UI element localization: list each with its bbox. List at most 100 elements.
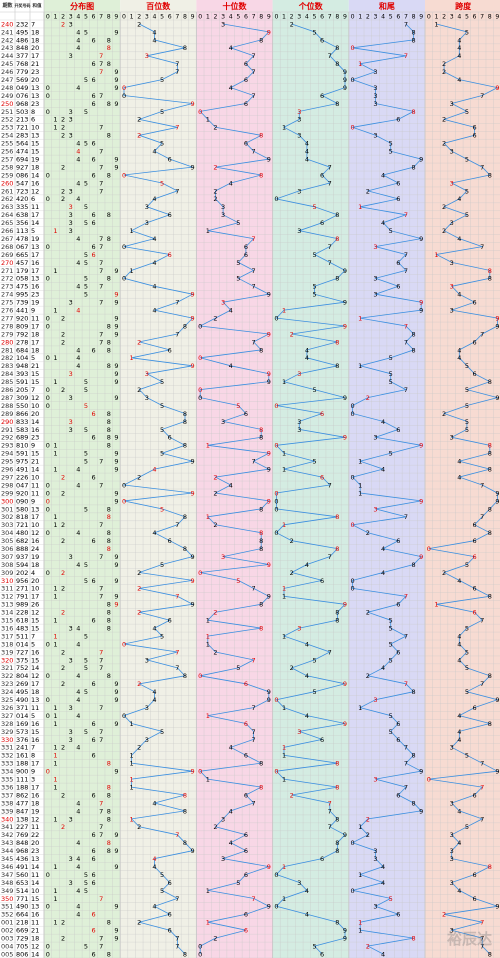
distribution-hit: 6 (91, 847, 95, 855)
trend-point-span: 5 (465, 752, 469, 760)
number-label: 309 (16, 394, 28, 402)
trend-point-sum_tail: 1 (358, 362, 362, 370)
trend-point-hundreds: 4 (152, 259, 156, 267)
header-digit-label: 3 (297, 14, 301, 21)
trend-point-tens: 0 (198, 322, 202, 330)
number-label: 594 (16, 561, 28, 569)
header-digit-label: 6 (168, 14, 172, 21)
trend-point-span: 4 (457, 577, 461, 585)
header-digit-label: 4 (76, 14, 80, 21)
trend-point-tens: 6 (244, 871, 248, 879)
trend-point-span: 1 (434, 251, 438, 259)
trend-point-tens: 6 (244, 791, 248, 799)
trend-point-span: 6 (472, 124, 476, 132)
distribution-hit: 0 (46, 92, 50, 100)
number-label: 920 (16, 314, 28, 322)
sum-label: 16 (31, 791, 39, 799)
header-digit-label: 6 (244, 14, 248, 21)
number-label: 478 (16, 235, 28, 243)
number-label: 104 (16, 354, 28, 362)
trend-point-tens: 6 (244, 927, 248, 935)
header-digit-label: 7 (328, 14, 332, 21)
trend-point-sum_tail: 9 (419, 299, 423, 307)
distribution-hit: 6 (91, 211, 95, 219)
distribution-hit: 8 (107, 609, 111, 617)
trend-point-hundreds: 3 (145, 656, 149, 664)
trend-point-span: 5 (465, 418, 469, 426)
trend-point-units: 4 (305, 887, 309, 895)
trend-point-hundreds: 8 (183, 44, 187, 52)
distribution-hit: 9 (114, 561, 118, 569)
distribution-hit: 9 (114, 768, 118, 776)
distribution-hit: 0 (46, 950, 50, 958)
trend-point-span: 4 (457, 839, 461, 847)
distribution-hit: 6 (91, 577, 95, 585)
period-label: 328 (1, 720, 13, 728)
sum-label: 15 (31, 624, 39, 632)
sum-label: 26 (31, 601, 39, 609)
period-label: 295 (1, 458, 13, 466)
distribution-hit: 4 (76, 672, 80, 680)
number-label: 226 (16, 473, 28, 481)
period-label: 265 (1, 219, 13, 227)
sum-label: 7 (31, 632, 35, 640)
trend-point-sum_tail: 7 (404, 783, 408, 791)
distribution-hit: 7 (99, 704, 103, 712)
header-digit-label: 5 (313, 14, 317, 21)
number-label: 975 (16, 458, 28, 466)
trend-point-hundreds: 2 (137, 473, 141, 481)
trend-point-span: 5 (465, 155, 469, 163)
trend-point-sum_tail: 5 (389, 712, 393, 720)
trend-point-hundreds: 0 (122, 640, 126, 648)
sum-label: 5 (31, 227, 35, 235)
distribution-hit: 0 (46, 84, 50, 92)
trend-point-span: 5 (465, 823, 469, 831)
distribution-hit: 4 (76, 195, 80, 203)
number-label: 169 (16, 720, 28, 728)
sum-label: 14 (31, 879, 39, 887)
period-label: 299 (1, 489, 13, 497)
number-label: 727 (16, 648, 28, 656)
trend-point-span: 6 (472, 132, 476, 140)
trend-point-tens: 7 (251, 52, 255, 60)
trend-point-span: 6 (472, 609, 476, 617)
trend-point-span: 7 (480, 680, 484, 688)
trend-point-hundreds: 9 (191, 847, 195, 855)
trend-line-hundreds (122, 23, 194, 955)
period-label: 350 (1, 895, 13, 903)
trend-point-sum_tail: 6 (396, 283, 400, 291)
trend-point-sum_tail: 5 (389, 148, 393, 156)
header-digit-label: 7 (480, 14, 484, 21)
trend-point-span: 8 (488, 672, 492, 680)
number-label: 810 (16, 442, 28, 450)
distribution-hit: 8 (107, 807, 111, 815)
distribution-hit: 2 (61, 935, 65, 943)
number-label: 721 (16, 124, 28, 132)
number-label: 564 (16, 140, 28, 148)
trend-point-tens: 1 (206, 227, 210, 235)
distribution-hit: 7 (99, 148, 103, 156)
trend-point-span: 5 (465, 187, 469, 195)
number-label: 477 (16, 799, 28, 807)
period-label: 005 (1, 950, 13, 958)
trend-point-units: 3 (297, 108, 301, 116)
trend-point-units: 8 (335, 839, 339, 847)
distribution-hit: 2 (61, 569, 65, 577)
distribution-hit: 0 (46, 497, 50, 505)
distribution-hit: 6 (91, 831, 95, 839)
distribution-hit: 0 (46, 768, 50, 776)
period-label: 351 (1, 903, 13, 911)
distribution-hit: 8 (107, 211, 111, 219)
distribution-hit: 5 (84, 561, 88, 569)
trend-point-units: 9 (343, 601, 347, 609)
distribution-hit: 2 (61, 823, 65, 831)
trend-point-hundreds: 6 (168, 879, 172, 887)
distribution-hit: 4 (76, 688, 80, 696)
distribution-hit: 6 (91, 100, 95, 108)
distribution-hit: 6 (91, 720, 95, 728)
distribution-hit: 0 (46, 569, 50, 577)
distribution-hit: 4 (76, 799, 80, 807)
trend-point-span: 4 (457, 76, 461, 84)
trend-point-tens: 1 (206, 712, 210, 720)
distribution-hit: 0 (46, 489, 50, 497)
